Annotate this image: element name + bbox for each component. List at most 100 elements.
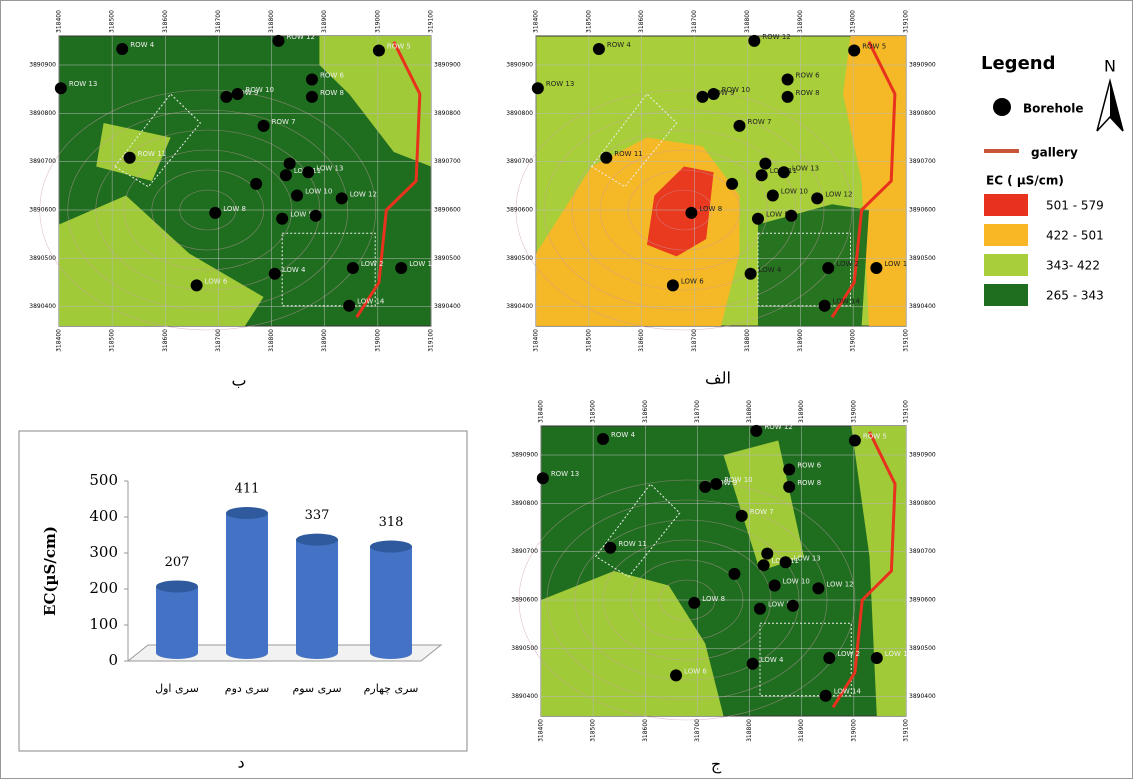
panel-label: ب xyxy=(231,371,246,390)
borehole xyxy=(747,658,759,670)
borehole xyxy=(759,158,771,170)
legend-borehole: Borehole xyxy=(1023,102,1084,116)
borehole xyxy=(708,88,720,100)
borehole-label: ROW 7 xyxy=(750,508,774,516)
value-label: 411 xyxy=(235,482,260,497)
borehole-label: ROW 6 xyxy=(320,72,345,80)
borehole xyxy=(395,262,407,274)
map-x-tick: 318800 xyxy=(744,329,751,352)
borehole xyxy=(782,91,794,103)
borehole-label: ROW 12 xyxy=(764,423,792,431)
bar-base xyxy=(156,647,198,659)
borehole-label: LOW 14 xyxy=(833,298,861,306)
bar-top xyxy=(370,541,412,553)
map-y-tick: 3890500 xyxy=(29,255,56,262)
legend-swatch xyxy=(984,254,1028,276)
map-x-tick: 318800 xyxy=(746,719,753,742)
map-x-tick: 318900 xyxy=(798,719,805,742)
map-y-tick: 3890700 xyxy=(434,158,461,165)
map-x-tick: 318400 xyxy=(533,10,540,33)
borehole xyxy=(532,82,544,94)
map-x-tick: 318900 xyxy=(797,10,804,33)
bar-top xyxy=(156,580,198,592)
y-tick-label: 400 xyxy=(89,507,118,525)
borehole xyxy=(756,169,768,181)
bar-top xyxy=(296,534,338,546)
borehole-label: ROW 13 xyxy=(69,80,97,88)
map-x-tick: 318400 xyxy=(56,10,63,33)
borehole xyxy=(871,652,883,664)
map-y-tick: 3890800 xyxy=(434,110,461,117)
borehole xyxy=(782,74,794,86)
map-x-tick: 318900 xyxy=(798,400,805,423)
borehole xyxy=(593,43,605,55)
x-tick-label: سری سوم xyxy=(292,682,341,695)
borehole xyxy=(604,542,616,554)
borehole xyxy=(734,120,746,132)
legend-class-label: 343- 422 xyxy=(1046,259,1100,273)
borehole xyxy=(785,210,797,222)
map-x-tick: 318700 xyxy=(691,329,698,352)
borehole xyxy=(780,556,792,568)
legend-class-label: 422 - 501 xyxy=(1046,229,1104,243)
legend-class-label: 501 - 579 xyxy=(1046,199,1104,213)
map-y-tick: 3890500 xyxy=(434,255,461,262)
borehole xyxy=(728,568,740,580)
borehole-label: LOW 2 xyxy=(837,650,860,658)
map-y-tick: 3890500 xyxy=(909,645,936,652)
legend-borehole-symbol xyxy=(993,98,1011,116)
borehole xyxy=(819,300,831,312)
map-y-tick: 3890400 xyxy=(909,303,936,310)
borehole-label: LOW 5 xyxy=(766,211,789,219)
bar xyxy=(226,513,268,653)
map: 3184003184003185003185003186003186003187… xyxy=(506,10,936,352)
map-x-tick: 318700 xyxy=(215,10,222,33)
north-label: N xyxy=(1104,57,1116,76)
borehole xyxy=(347,262,359,274)
map-y-tick: 3890700 xyxy=(506,158,533,165)
map-x-tick: 318400 xyxy=(538,400,545,423)
map-y-tick: 3890400 xyxy=(434,303,461,310)
borehole xyxy=(191,279,203,291)
bar-top xyxy=(226,507,268,519)
map-y-tick: 3890900 xyxy=(506,62,533,69)
y-tick-label: 200 xyxy=(89,579,118,597)
borehole xyxy=(232,88,244,100)
value-label: 318 xyxy=(379,515,404,530)
borehole xyxy=(537,472,549,484)
borehole xyxy=(848,45,860,57)
panel-label: ج xyxy=(711,755,722,774)
map-x-tick: 318500 xyxy=(109,10,116,33)
map-x-tick: 319100 xyxy=(903,329,910,352)
map-y-tick: 3890700 xyxy=(909,548,936,555)
map-y-tick: 3890400 xyxy=(506,303,533,310)
borehole xyxy=(811,192,823,204)
borehole-label: LOW 4 xyxy=(759,266,782,274)
map: 3184003184003185003185003186003186003187… xyxy=(29,10,461,352)
borehole xyxy=(748,35,760,47)
borehole xyxy=(754,603,766,615)
borehole xyxy=(209,207,221,219)
borehole xyxy=(291,190,303,202)
borehole-label: ROW 8 xyxy=(796,89,820,97)
map-x-tick: 318900 xyxy=(797,329,804,352)
borehole xyxy=(758,559,770,571)
borehole-label: ROW 12 xyxy=(762,33,790,41)
map-x-tick: 319100 xyxy=(903,719,910,742)
borehole xyxy=(597,433,609,445)
borehole-label: LOW 14 xyxy=(357,298,385,306)
borehole xyxy=(849,435,861,447)
map-y-tick: 3890700 xyxy=(909,158,936,165)
borehole-label: ROW 4 xyxy=(130,41,155,49)
borehole xyxy=(600,152,612,164)
borehole xyxy=(745,268,757,280)
map-x-tick: 318700 xyxy=(694,400,701,423)
borehole xyxy=(812,582,824,594)
borehole xyxy=(343,300,355,312)
map-x-tick: 319000 xyxy=(850,719,857,742)
map-x-tick: 318700 xyxy=(215,329,222,352)
map-x-tick: 318600 xyxy=(642,719,649,742)
y-axis-title: EC(µS/cm) xyxy=(41,526,59,616)
borehole-label: LOW 10 xyxy=(305,188,332,196)
borehole-label: ROW 10 xyxy=(722,86,750,94)
